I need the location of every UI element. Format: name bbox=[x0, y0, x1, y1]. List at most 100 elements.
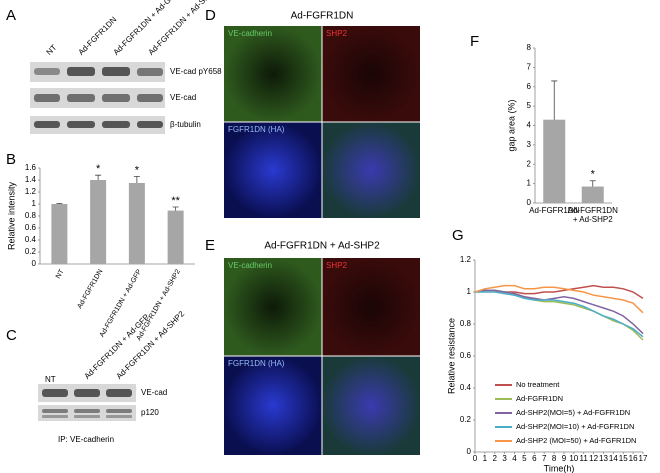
x-tick-label-box: Ad-FGFR1DN bbox=[529, 206, 580, 215]
channel-label: VE-cadherin bbox=[228, 29, 272, 38]
error-bar bbox=[95, 174, 102, 180]
micrograph-d bbox=[224, 26, 420, 218]
x-tick-label: 14 bbox=[609, 454, 618, 463]
y-tick-label: 0 bbox=[467, 447, 472, 456]
blot-a bbox=[30, 62, 165, 134]
error-bar bbox=[172, 206, 179, 211]
x-tick-label: 10 bbox=[569, 454, 578, 463]
y-tick-label: 1 bbox=[527, 179, 532, 188]
y-tick-label: 0.4 bbox=[25, 235, 37, 244]
y-tick-label: 1 bbox=[467, 287, 472, 296]
y-tick-label: 0.2 bbox=[460, 415, 472, 424]
channel-label: FGFR1DN (HA) bbox=[228, 359, 285, 368]
blot-c bbox=[38, 384, 136, 421]
y-tick-label: 0 bbox=[527, 198, 532, 207]
error-bar bbox=[551, 80, 558, 120]
error-bar bbox=[133, 176, 140, 183]
y-tick-label: 1 bbox=[32, 199, 37, 208]
lane-label: NT bbox=[45, 43, 59, 57]
annotation: * bbox=[135, 164, 140, 176]
legend-label: Ad-FGFR1DN bbox=[516, 394, 563, 403]
y-tick-label: 0.8 bbox=[460, 319, 472, 328]
y-tick-label: 7 bbox=[527, 62, 532, 71]
panel-letter: D bbox=[205, 7, 216, 24]
y-tick-label: 2 bbox=[527, 159, 532, 168]
x-tick-label: Ad-FGFR1DN + Ad-SHP2 bbox=[567, 206, 618, 224]
x-tick-label: 11 bbox=[580, 454, 589, 463]
bar bbox=[90, 180, 107, 264]
y-tick-label: 1.6 bbox=[25, 163, 37, 172]
annotation: * bbox=[591, 169, 596, 181]
panel-letter: C bbox=[6, 327, 17, 344]
row-label: p120 bbox=[141, 408, 159, 417]
panel-letter: B bbox=[6, 151, 16, 168]
x-tick-label-box: Ad-FGFR1DN + Ad-SHP2 bbox=[567, 206, 618, 224]
y-axis-label: Relative intensity bbox=[6, 181, 16, 250]
x-tick-label: 12 bbox=[589, 454, 598, 463]
x-tick-label: 3 bbox=[502, 454, 507, 463]
x-tick-label: 8 bbox=[552, 454, 557, 463]
y-tick-label: 5 bbox=[527, 101, 532, 110]
annotation: * bbox=[96, 163, 101, 175]
channel-label: VE-cadherin bbox=[228, 261, 272, 270]
row-label: β-tubulin bbox=[170, 120, 201, 129]
y-tick-label: 0 bbox=[32, 259, 37, 268]
y-tick-label: 4 bbox=[527, 121, 532, 130]
bar bbox=[51, 204, 68, 264]
x-tick-label: Ad-FGFR1DN bbox=[529, 206, 580, 215]
legend-label: Ad-SHP2(MOI=5) + Ad-FGFR1DN bbox=[516, 408, 630, 417]
legend-label: Ad-SHP2(MOI=10) + Ad-FGFR1DN bbox=[516, 422, 634, 431]
panel-letter: E bbox=[205, 237, 215, 254]
x-tick-label: Ad-FGFR1DN bbox=[76, 268, 104, 310]
micrograph-e bbox=[224, 258, 420, 455]
image-title: Ad-FGFR1DN bbox=[291, 11, 354, 22]
x-axis-label: Time(h) bbox=[544, 463, 575, 473]
y-tick-label: 6 bbox=[527, 82, 532, 91]
legend-label: Ad-SHP2 (MOI=50) + Ad-FGFR1DN bbox=[516, 436, 636, 445]
image-title: Ad-FGFR1DN + Ad-SHP2 bbox=[264, 241, 380, 252]
x-tick-label: 6 bbox=[532, 454, 537, 463]
annotation: ** bbox=[171, 195, 180, 207]
lane-label: Ad-FGFR1DN + Ad-GFP bbox=[83, 312, 151, 380]
x-tick-label: 7 bbox=[542, 454, 547, 463]
error-bar bbox=[589, 180, 596, 187]
y-tick-label: 0.6 bbox=[460, 351, 472, 360]
x-tick-label: NT bbox=[55, 268, 66, 280]
bar bbox=[581, 186, 604, 203]
row-label: VE-cad bbox=[141, 388, 167, 397]
panel-letter: G bbox=[452, 227, 464, 244]
y-tick-label: 1.2 bbox=[460, 255, 472, 264]
lane-label: NT bbox=[45, 375, 56, 384]
line-series bbox=[474, 289, 644, 335]
y-tick-label: 0.6 bbox=[25, 223, 37, 232]
x-tick-label: 13 bbox=[599, 454, 608, 463]
x-tick-label: 1 bbox=[483, 454, 488, 463]
legend-label: No treatment bbox=[516, 380, 560, 389]
x-tick-label: 15 bbox=[619, 454, 628, 463]
channel-label: SHP2 bbox=[326, 29, 347, 38]
channel-label: FGFR1DN (HA) bbox=[228, 125, 285, 134]
x-tick-label: 17 bbox=[639, 454, 648, 463]
y-tick-label: 8 bbox=[527, 43, 532, 52]
y-tick-label: 0.8 bbox=[25, 211, 37, 220]
caption: IP: VE-cadherin bbox=[58, 435, 114, 444]
bar bbox=[167, 210, 184, 264]
y-axis-label: gap area (%) bbox=[506, 99, 516, 151]
y-tick-label: 0.2 bbox=[25, 247, 37, 256]
bar bbox=[128, 183, 145, 264]
row-label: VE-cad pY658 bbox=[170, 67, 222, 76]
y-tick-label: 1.4 bbox=[25, 175, 37, 184]
x-tick-label: 16 bbox=[629, 454, 638, 463]
line-series bbox=[475, 291, 644, 338]
x-tick-label: 5 bbox=[522, 454, 527, 463]
x-tick-label: 0 bbox=[473, 454, 478, 463]
channel-label: SHP2 bbox=[326, 261, 347, 270]
line-series bbox=[474, 284, 644, 314]
x-tick-label: 9 bbox=[562, 454, 567, 463]
panel-letter: A bbox=[6, 7, 16, 24]
bar bbox=[543, 119, 566, 203]
x-tick-label: 4 bbox=[512, 454, 517, 463]
error-bar bbox=[56, 203, 63, 204]
y-tick-label: 3 bbox=[527, 140, 532, 149]
